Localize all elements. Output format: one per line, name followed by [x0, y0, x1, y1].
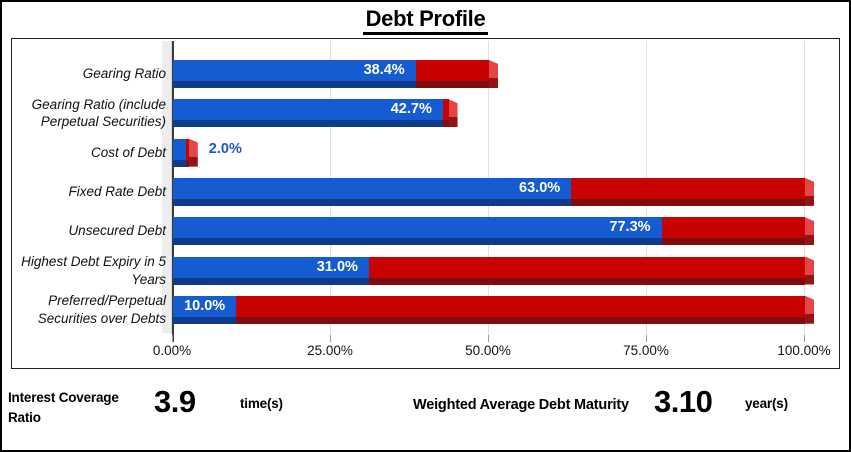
weighted-avg-debt-maturity-unit: year(s) — [745, 396, 788, 411]
bar-value-label: 42.7% — [390, 101, 432, 118]
x-axis-tick-label: 0.00% — [152, 343, 192, 358]
x-axis-tick-label: 100.00% — [777, 343, 831, 358]
chart-title: Debt Profile — [362, 6, 489, 35]
bar-blue-segment — [173, 60, 416, 88]
bar-end-cap — [489, 60, 498, 88]
interest-coverage-ratio-label: Interest Coverage Ratio — [8, 390, 119, 425]
interest-coverage-ratio-value: 3.9 — [154, 384, 196, 419]
x-axis-tick — [330, 335, 331, 342]
bar-end-cap — [188, 138, 198, 167]
bar-end-cap — [805, 217, 814, 246]
bar-end-cap — [805, 177, 814, 206]
bar-red-segment — [185, 138, 189, 167]
bar-red-segment — [368, 256, 805, 285]
x-axis-tick — [488, 335, 489, 342]
x-axis-tick-label: 25.00% — [307, 343, 353, 358]
metrics-footer: Interest Coverage Ratio 3.9 time(s) Weig… — [2, 370, 849, 450]
bar-red-segment — [415, 60, 489, 88]
bar-blue-segment — [173, 295, 237, 324]
bar-blue-segment — [173, 99, 443, 128]
bar-end-cap — [448, 99, 458, 128]
category-label: Unsecured Debt — [68, 223, 166, 239]
category-label: Cost of Debt — [90, 144, 166, 160]
category-label: Gearing Ratio (include Perpetual Securit… — [31, 96, 166, 130]
bar-blue-segment — [173, 138, 186, 167]
bar-red-segment — [442, 99, 449, 128]
bar-value-label: 38.4% — [363, 62, 405, 78]
bar-end-cap — [805, 256, 814, 285]
y-axis-line — [172, 41, 174, 342]
bar-blue-segment — [173, 177, 572, 206]
bar-plot: Gearing Ratio 38.4% Gearing Ratio (include… — [12, 39, 839, 368]
x-axis-tick-label: 50.00% — [465, 343, 511, 358]
bar-value-label: 10.0% — [184, 297, 226, 314]
bar-value-label: 77.3% — [609, 219, 651, 236]
bar-value-label: 63.0% — [519, 179, 561, 196]
bar-value-label: 31.0% — [316, 258, 358, 275]
x-axis-tick — [804, 335, 805, 342]
x-axis-tick-label: 75.00% — [623, 343, 669, 358]
bar-blue-segment — [173, 217, 662, 246]
chart-title-wrap: Debt Profile — [2, 6, 849, 35]
bar-red-segment — [661, 217, 805, 246]
weighted-avg-debt-maturity-value: 3.10 — [654, 384, 713, 419]
bar-blue-segment — [173, 256, 369, 285]
axis-wall — [162, 41, 172, 333]
category-label: Fixed Rate Debt — [68, 184, 166, 200]
chart-area: Gearing Ratio 38.4% Gearing Ratio (include… — [11, 38, 840, 369]
bar-red-segment — [571, 177, 805, 206]
category-label: Preferred/Perpetual Securities over Debt… — [37, 293, 166, 326]
weighted-avg-debt-maturity-label: Weighted Average Debt Maturity — [413, 397, 629, 413]
x-axis-tick — [172, 335, 173, 342]
category-label: Highest Debt Expiry in 5 Years — [21, 253, 166, 287]
interest-coverage-ratio-unit: time(s) — [240, 396, 283, 411]
bar-end-cap — [805, 295, 814, 324]
category-label: Gearing Ratio — [82, 66, 166, 82]
bar-value-label: 2.0% — [208, 140, 242, 157]
bar-red-segment — [236, 295, 805, 324]
x-axis-tick — [646, 335, 647, 342]
